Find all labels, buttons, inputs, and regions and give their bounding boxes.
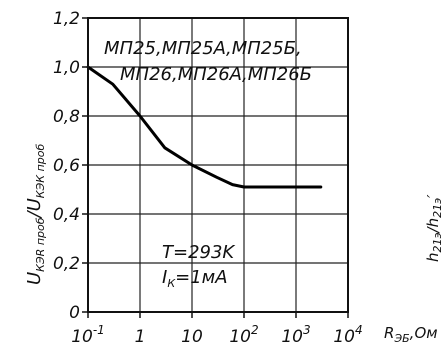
y-tick-label: 0,2 (53, 254, 80, 274)
curve-layer (86, 65, 323, 189)
x-tick-label: 104 (333, 323, 362, 347)
transistor-types-line-1: МП25,МП25А,МП25Б, (104, 38, 302, 59)
y-axis-label: UКЭR проб/UКЭК проб (24, 144, 47, 285)
axes-frame (82, 17, 349, 318)
neighbor-axis-fragment: h21э/h21э′ (424, 194, 443, 262)
y-tick-label: 1,0 (53, 58, 80, 78)
collector-current-label: IК=1мА (162, 267, 228, 290)
y-tick-labels: 0 0,2 0,4 0,6 0,8 1,0 1,2 (53, 9, 80, 323)
x-tick-label: 1 (135, 327, 146, 347)
x-tick-labels: 10-1 1 10 102 103 104 (71, 323, 362, 347)
y-tick-label: 0 (69, 303, 80, 323)
x-tick-label: 102 (229, 323, 258, 347)
series-line-0 (86, 65, 323, 189)
x-tick-label: 10-1 (71, 323, 105, 347)
temperature-label: T=293K (162, 242, 235, 263)
y-tick-label: 0,6 (53, 156, 80, 176)
y-tick-label: 0,4 (53, 205, 80, 225)
x-axis-label: RЭБ,Ом (384, 324, 438, 345)
transistor-types-line-2: МП26,МП26А,МП26Б (120, 64, 312, 85)
plot-frame (87, 17, 349, 313)
y-tick-label: 0,8 (53, 107, 80, 127)
grid (88, 18, 348, 312)
x-tick-label: 103 (281, 323, 310, 347)
y-tick-label: 1,2 (53, 9, 80, 29)
x-tick-label: 10 (181, 327, 203, 347)
